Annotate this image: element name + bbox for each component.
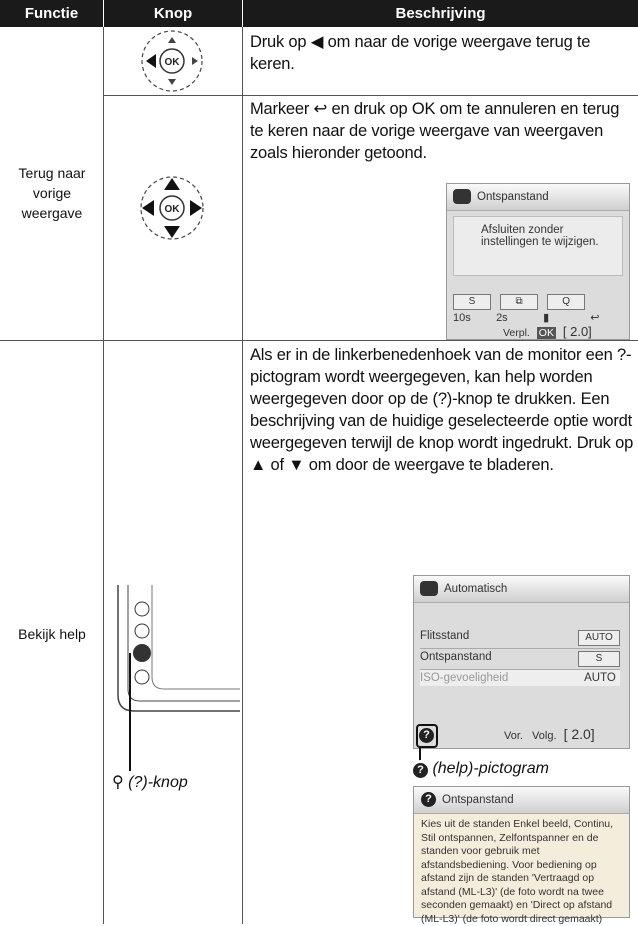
camera-back-illustration bbox=[117, 585, 240, 771]
screen-title: Ontspanstand bbox=[447, 184, 629, 211]
camera-icon bbox=[453, 189, 471, 204]
description: Markeer ↩ en druk op OK om te annuleren … bbox=[250, 100, 620, 162]
screen-caption: ? (help)-pictogram bbox=[413, 760, 549, 778]
column-header: Functie bbox=[0, 0, 103, 27]
option: 10s bbox=[453, 312, 471, 324]
multi-selector-icon: OK bbox=[141, 30, 203, 92]
svg-text:OK: OK bbox=[165, 57, 181, 68]
help-icon: ? bbox=[421, 792, 436, 807]
column-header: Beschrijving bbox=[243, 0, 638, 27]
camera-icon bbox=[420, 581, 438, 596]
option-icon: ▮ bbox=[543, 312, 550, 324]
footer-text: Vor. bbox=[504, 730, 523, 742]
description: Druk op ◀ om naar de vorige weergave ter… bbox=[250, 33, 591, 73]
row-divider bbox=[103, 95, 638, 96]
footer-text: Verpl. bbox=[503, 327, 530, 339]
option-icon: ⧉ bbox=[500, 294, 539, 310]
setting-label: ISO-gevoeligheid bbox=[420, 672, 509, 684]
camera-screen: Ontspanstand Afsluiten zonder instelling… bbox=[446, 183, 630, 340]
setting-row: ISO-gevoeligheid AUTO bbox=[420, 670, 620, 686]
function-label: Terug naar vorige weergave bbox=[18, 165, 86, 221]
camera-screen: Automatisch Flitsstand AUTO Ontspanstand S… bbox=[413, 575, 630, 749]
footer-text: Volg. bbox=[532, 730, 557, 742]
function-label: Bekijk help bbox=[18, 626, 86, 642]
setting-value: AUTO bbox=[578, 630, 620, 646]
footer-text: [ 2.0] bbox=[562, 324, 592, 339]
help-screen: ? Ontspanstand Kies uit de standen Enkel … bbox=[413, 786, 630, 925]
option-icon: ↩ bbox=[590, 312, 600, 324]
leader-line bbox=[419, 748, 421, 760]
button-caption-text: (?)-knop bbox=[128, 774, 188, 791]
option: S bbox=[453, 294, 491, 310]
row-divider bbox=[0, 340, 638, 341]
column-header: Knop bbox=[104, 0, 242, 27]
multi-selector-icon: OK bbox=[140, 176, 204, 240]
button-caption: ⚲ (?)-knop bbox=[112, 772, 188, 792]
setting-row: Ontspanstand S bbox=[420, 649, 620, 670]
setting-row: Flitsstand AUTO bbox=[420, 628, 620, 649]
setting-value: S bbox=[578, 651, 620, 667]
help-body: Kies uit de standen Enkel beeld, Continu… bbox=[421, 818, 614, 925]
column-divider bbox=[103, 27, 104, 924]
footer-text: [ 2.0] bbox=[563, 726, 595, 742]
option: 2s bbox=[496, 312, 508, 324]
option: Q bbox=[547, 294, 586, 310]
footer-text: OK bbox=[536, 327, 556, 339]
help-icon: ? bbox=[413, 763, 428, 778]
setting-label: Flitsstand bbox=[420, 630, 470, 642]
screen-caption-text: (help)-pictogram bbox=[432, 760, 549, 777]
screen-title-text: Ontspanstand bbox=[477, 191, 549, 203]
column-divider bbox=[242, 27, 243, 924]
screen-message: Afsluiten zonder instellingen te wijzige… bbox=[481, 224, 599, 248]
zoom-icon: ⚲ bbox=[112, 774, 129, 791]
screen-title-text: Automatisch bbox=[444, 583, 508, 595]
setting-label: Ontspanstand bbox=[420, 651, 492, 663]
svg-text:OK: OK bbox=[165, 204, 181, 215]
screen-title: Automatisch bbox=[414, 576, 629, 603]
screen-title: ? Ontspanstand bbox=[414, 787, 629, 814]
help-icon: ? bbox=[419, 728, 434, 743]
description: Als er in de linkerbenedenhoek van de mo… bbox=[250, 346, 634, 474]
screen-title-text: Ontspanstand bbox=[442, 794, 514, 806]
setting-value: AUTO bbox=[584, 672, 616, 684]
